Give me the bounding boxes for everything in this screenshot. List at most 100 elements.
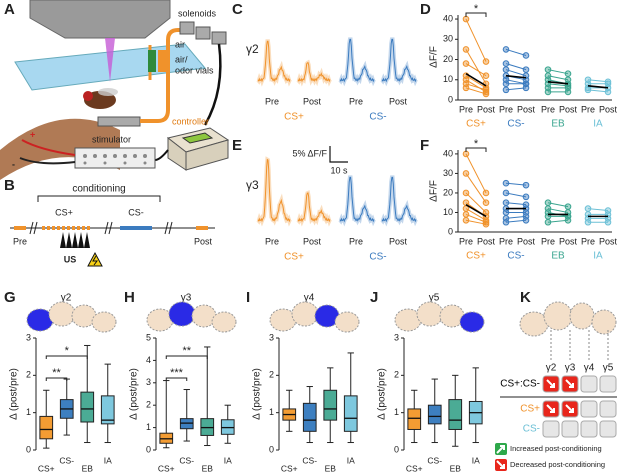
category-label: IA bbox=[593, 251, 603, 262]
cell bbox=[580, 400, 598, 418]
pair-line bbox=[465, 83, 487, 91]
y-tick-label: 1 bbox=[26, 407, 31, 417]
x-tick-label: Post bbox=[559, 104, 578, 114]
y-tick-label: 10 bbox=[443, 74, 453, 84]
chart-title: γ5 bbox=[429, 293, 440, 304]
point bbox=[544, 66, 552, 73]
label: CS- bbox=[369, 252, 386, 263]
vial bbox=[148, 50, 156, 72]
point bbox=[502, 209, 510, 216]
row-label: γ2 bbox=[246, 42, 259, 56]
box bbox=[80, 391, 95, 423]
box bbox=[100, 395, 115, 425]
significance-label: * bbox=[474, 3, 479, 15]
arrow-icon bbox=[496, 445, 505, 454]
label: US bbox=[64, 254, 77, 264]
warning-icon bbox=[92, 255, 98, 266]
chart-title: γ4 bbox=[304, 293, 315, 304]
point bbox=[522, 193, 530, 201]
label: controller bbox=[172, 116, 209, 126]
label: air/ bbox=[175, 54, 188, 64]
panel-label: B bbox=[4, 177, 15, 194]
y-axis-label: ΔF/F bbox=[429, 46, 440, 68]
pair-line bbox=[587, 89, 609, 93]
y-tick-label: 1 bbox=[394, 407, 399, 417]
category-label: EB bbox=[551, 119, 565, 130]
panel-label: C bbox=[232, 1, 243, 18]
lobe bbox=[416, 301, 444, 327]
mean-line bbox=[465, 73, 487, 87]
pair-line bbox=[505, 63, 527, 71]
x-tick-label: EB bbox=[82, 463, 94, 473]
point bbox=[462, 46, 470, 53]
x-tick-label: Post bbox=[559, 236, 578, 246]
y-tick-label: 3 bbox=[146, 377, 151, 387]
significance-label: * bbox=[474, 138, 479, 150]
box bbox=[302, 402, 317, 432]
pair-line bbox=[465, 192, 487, 213]
significance-bracket bbox=[45, 355, 88, 359]
point bbox=[584, 218, 592, 226]
pair-line bbox=[587, 79, 609, 83]
y-tick-label: 3 bbox=[394, 332, 399, 342]
point bbox=[482, 220, 490, 228]
category-label: IA bbox=[593, 119, 603, 130]
significance-bracket bbox=[165, 377, 188, 381]
pair-line bbox=[505, 48, 527, 56]
point bbox=[482, 189, 490, 197]
label: Post bbox=[389, 236, 408, 246]
fly-wing bbox=[98, 88, 118, 96]
cell bbox=[580, 375, 598, 393]
trace-band bbox=[338, 37, 376, 87]
cable bbox=[203, 43, 222, 126]
label: odor vials bbox=[175, 65, 214, 75]
label: CS- bbox=[369, 112, 386, 123]
arrow-icon bbox=[565, 379, 574, 388]
y-tick-label: 2 bbox=[269, 370, 274, 380]
y-tick-label: 40 bbox=[443, 13, 453, 23]
pair-line bbox=[505, 182, 527, 186]
chart-title: γ3 bbox=[181, 293, 192, 304]
lobe bbox=[146, 308, 174, 332]
box bbox=[39, 415, 54, 440]
x-tick-label: Pre bbox=[459, 104, 473, 114]
category-label: EB bbox=[551, 251, 565, 262]
stimulator-dials bbox=[83, 154, 147, 165]
point bbox=[604, 218, 612, 226]
pair-line bbox=[587, 208, 609, 212]
mean-line bbox=[505, 74, 527, 79]
trace-band bbox=[380, 175, 418, 227]
label: Pre bbox=[349, 96, 363, 106]
label: CS- bbox=[128, 207, 144, 217]
y-axis-label: Δ (post/pre) bbox=[377, 368, 388, 420]
row-label: γ3 bbox=[246, 178, 259, 192]
x-tick-label: CS+ bbox=[406, 463, 423, 473]
lobe bbox=[48, 301, 76, 327]
break bbox=[29, 221, 173, 235]
pair-line bbox=[505, 219, 527, 223]
pair-line bbox=[505, 79, 527, 85]
point bbox=[522, 216, 530, 224]
x-tick-label: Pre bbox=[541, 236, 555, 246]
panel-label: F bbox=[420, 137, 429, 154]
y-tick-label: 0 bbox=[394, 444, 399, 454]
point bbox=[502, 199, 510, 207]
point bbox=[502, 60, 510, 67]
x-tick-label: CS- bbox=[302, 455, 317, 465]
solenoid bbox=[195, 26, 211, 40]
mean-line bbox=[587, 85, 609, 89]
label: Pre bbox=[265, 96, 279, 106]
x-tick-label: CS- bbox=[59, 455, 74, 465]
y-tick-label: 0 bbox=[26, 444, 31, 454]
lobe bbox=[543, 301, 573, 331]
lobe bbox=[394, 308, 422, 332]
x-tick-label: IA bbox=[472, 455, 480, 465]
lobe bbox=[591, 309, 617, 335]
x-tick-label: EB bbox=[450, 463, 462, 473]
column-label: γ2 bbox=[546, 363, 557, 374]
point bbox=[564, 70, 572, 77]
trace-band bbox=[380, 37, 418, 87]
cell bbox=[542, 420, 560, 438]
point bbox=[462, 84, 470, 92]
highlighted-lobe bbox=[168, 301, 196, 327]
